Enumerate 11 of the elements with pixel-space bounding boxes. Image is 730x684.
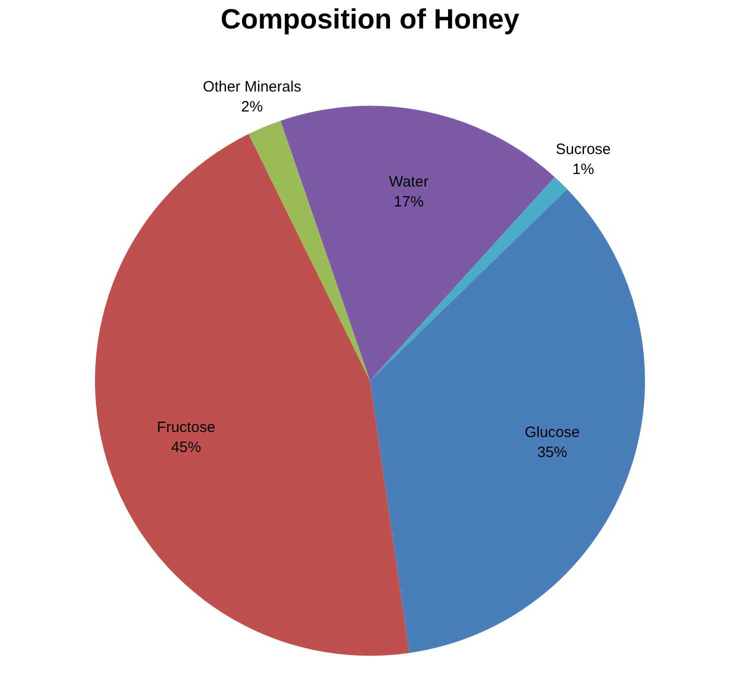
slice-label: Sucrose xyxy=(556,141,611,158)
slice-label: Water xyxy=(388,173,428,190)
data-label: 45% xyxy=(171,438,202,456)
data-label: 35% xyxy=(537,444,568,461)
slice-label: Fructose xyxy=(156,418,216,436)
data-label: 17% xyxy=(394,193,424,210)
data-label: 1% xyxy=(572,161,594,178)
chart-title: Composition of Honey xyxy=(220,4,520,35)
slice-label: Glucose xyxy=(524,424,580,441)
slice-label: Other Minerals xyxy=(202,78,302,96)
data-label: 2% xyxy=(241,98,263,116)
